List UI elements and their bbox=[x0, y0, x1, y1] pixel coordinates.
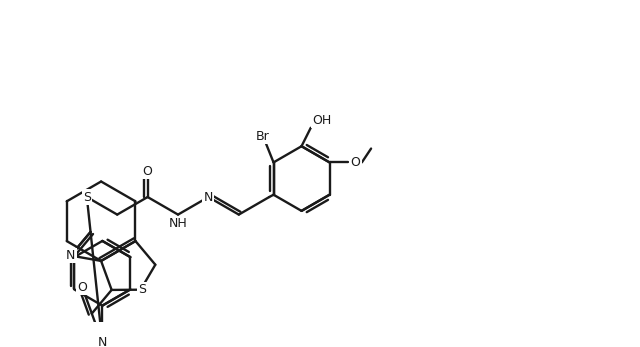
Text: S: S bbox=[138, 283, 147, 296]
Text: NH: NH bbox=[168, 217, 188, 230]
Text: N: N bbox=[98, 336, 107, 347]
Text: Br: Br bbox=[255, 130, 269, 143]
Text: OH: OH bbox=[312, 114, 332, 127]
Text: O: O bbox=[143, 165, 152, 178]
Text: N: N bbox=[204, 191, 213, 204]
Text: S: S bbox=[83, 191, 91, 204]
Text: O: O bbox=[77, 281, 87, 294]
Text: O: O bbox=[351, 156, 360, 169]
Text: N: N bbox=[66, 249, 76, 262]
